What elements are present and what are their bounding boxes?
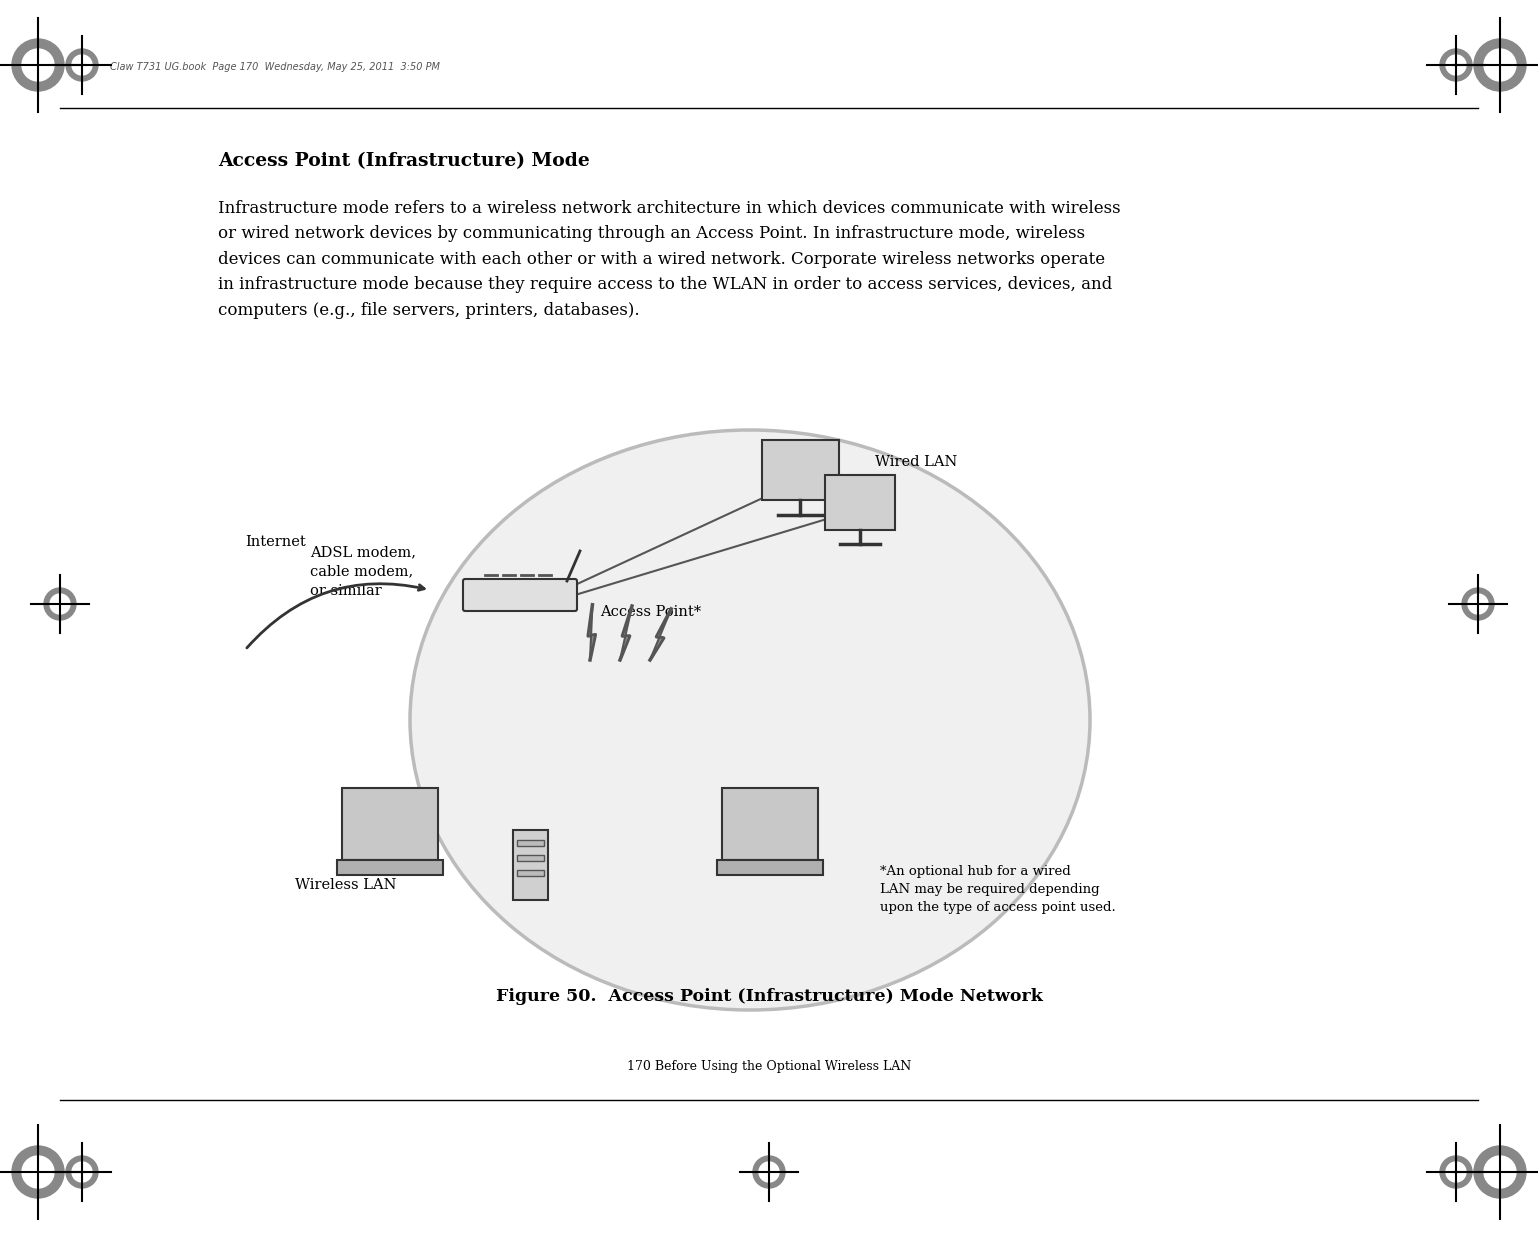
Circle shape bbox=[1484, 49, 1516, 80]
Circle shape bbox=[1473, 40, 1526, 92]
Bar bbox=[824, 475, 895, 529]
Polygon shape bbox=[651, 609, 671, 661]
Circle shape bbox=[754, 1157, 784, 1188]
Text: Access Point (Infrastructure) Mode: Access Point (Infrastructure) Mode bbox=[218, 152, 589, 169]
Circle shape bbox=[22, 49, 54, 80]
Circle shape bbox=[12, 1145, 65, 1197]
Text: Claw T731 UG.book  Page 170  Wednesday, May 25, 2011  3:50 PM: Claw T731 UG.book Page 170 Wednesday, Ma… bbox=[111, 62, 440, 72]
Polygon shape bbox=[620, 606, 632, 661]
Text: Infrastructure mode refers to a wireless network architecture in which devices c: Infrastructure mode refers to a wireless… bbox=[218, 200, 1121, 319]
Ellipse shape bbox=[411, 430, 1090, 1009]
Circle shape bbox=[12, 40, 65, 92]
Circle shape bbox=[1467, 594, 1487, 614]
Circle shape bbox=[758, 1162, 780, 1183]
Bar bbox=[512, 830, 548, 901]
Bar bbox=[517, 840, 543, 846]
Text: Wireless LAN: Wireless LAN bbox=[295, 878, 397, 892]
Text: Figure 50.  Access Point (Infrastructure) Mode Network: Figure 50. Access Point (Infrastructure)… bbox=[495, 988, 1043, 1004]
Bar bbox=[337, 860, 443, 875]
Circle shape bbox=[72, 54, 92, 75]
Text: ADSL modem,
cable modem,
or similar: ADSL modem, cable modem, or similar bbox=[311, 546, 415, 597]
Bar bbox=[717, 860, 823, 875]
Circle shape bbox=[1446, 54, 1466, 75]
Text: Access Point*: Access Point* bbox=[600, 605, 701, 618]
Circle shape bbox=[1440, 49, 1472, 80]
Circle shape bbox=[51, 594, 71, 614]
Circle shape bbox=[1463, 588, 1493, 620]
Circle shape bbox=[45, 588, 75, 620]
Circle shape bbox=[66, 1157, 98, 1188]
Bar bbox=[341, 788, 438, 860]
Polygon shape bbox=[588, 605, 595, 661]
FancyBboxPatch shape bbox=[463, 579, 577, 611]
Circle shape bbox=[1440, 1157, 1472, 1188]
Bar bbox=[721, 788, 818, 860]
Circle shape bbox=[66, 49, 98, 80]
Text: Internet: Internet bbox=[245, 534, 306, 549]
Bar bbox=[761, 439, 838, 500]
Circle shape bbox=[1484, 1157, 1516, 1188]
Circle shape bbox=[1473, 1145, 1526, 1197]
Circle shape bbox=[22, 1157, 54, 1188]
Text: Wired LAN: Wired LAN bbox=[875, 455, 957, 469]
Text: *An optional hub for a wired
LAN may be required depending
upon the type of acce: *An optional hub for a wired LAN may be … bbox=[880, 865, 1115, 914]
Circle shape bbox=[72, 1162, 92, 1183]
Bar bbox=[517, 855, 543, 861]
Circle shape bbox=[1446, 1162, 1466, 1183]
Bar bbox=[517, 870, 543, 876]
Text: 170 Before Using the Optional Wireless LAN: 170 Before Using the Optional Wireless L… bbox=[628, 1060, 910, 1072]
